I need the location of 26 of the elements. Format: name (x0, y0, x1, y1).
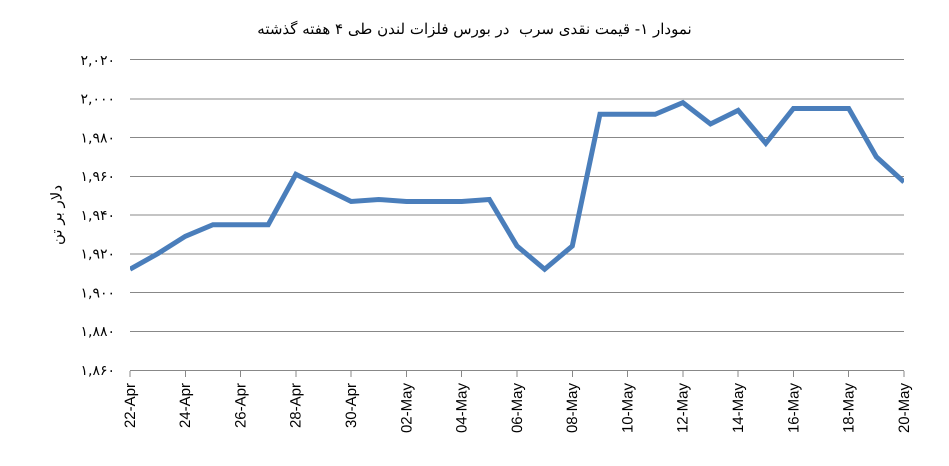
x-tick-label: 14-May (730, 382, 748, 434)
x-tick-label: 06-May (508, 382, 526, 434)
y-tick-label: ۱,۹۰۰ (80, 285, 115, 302)
x-tick-label: 08-May (564, 382, 582, 434)
y-tick-label: ۱,۹۲۰ (80, 246, 115, 263)
x-tick-label: 16-May (785, 382, 802, 434)
x-tick-label: 02-May (398, 382, 416, 434)
x-tick-label: 04-May (454, 382, 471, 434)
x-tick-label: 24-Apr (177, 383, 194, 428)
chart-title: نمودار ۱- قیمت نقدی سرب در بورس فلزات لندن طی ۴ هفته گذشته (257, 20, 692, 38)
x-tick-label: 18-May (840, 382, 858, 434)
x-tick-label: 28-Apr (288, 383, 305, 428)
y-tick-label: ۱,۹۴۰ (80, 208, 115, 224)
y-tick-label: ۱,۹۸۰ (80, 130, 115, 146)
x-tick-label: 26-Apr (232, 383, 250, 428)
x-tick-label: 12-May (674, 382, 692, 434)
y-tick-label: ۱,۸۸۰ (80, 324, 115, 340)
y-axis-title: دلار بر تن (48, 184, 66, 246)
y-tick-label: ۱,۸۶۰ (80, 362, 115, 379)
y-tick-label: ۱,۹۶۰ (80, 169, 115, 186)
x-tick-label: 10-May (619, 382, 636, 434)
x-tick-label: 22-Apr (122, 383, 139, 428)
y-tick-label: ۲,۰۰۰ (80, 92, 115, 108)
y-tick-label: ۲,۰۲۰ (80, 52, 115, 69)
x-tick-label: 30-Apr (343, 383, 360, 428)
x-tick-label: 20-May (896, 382, 913, 434)
